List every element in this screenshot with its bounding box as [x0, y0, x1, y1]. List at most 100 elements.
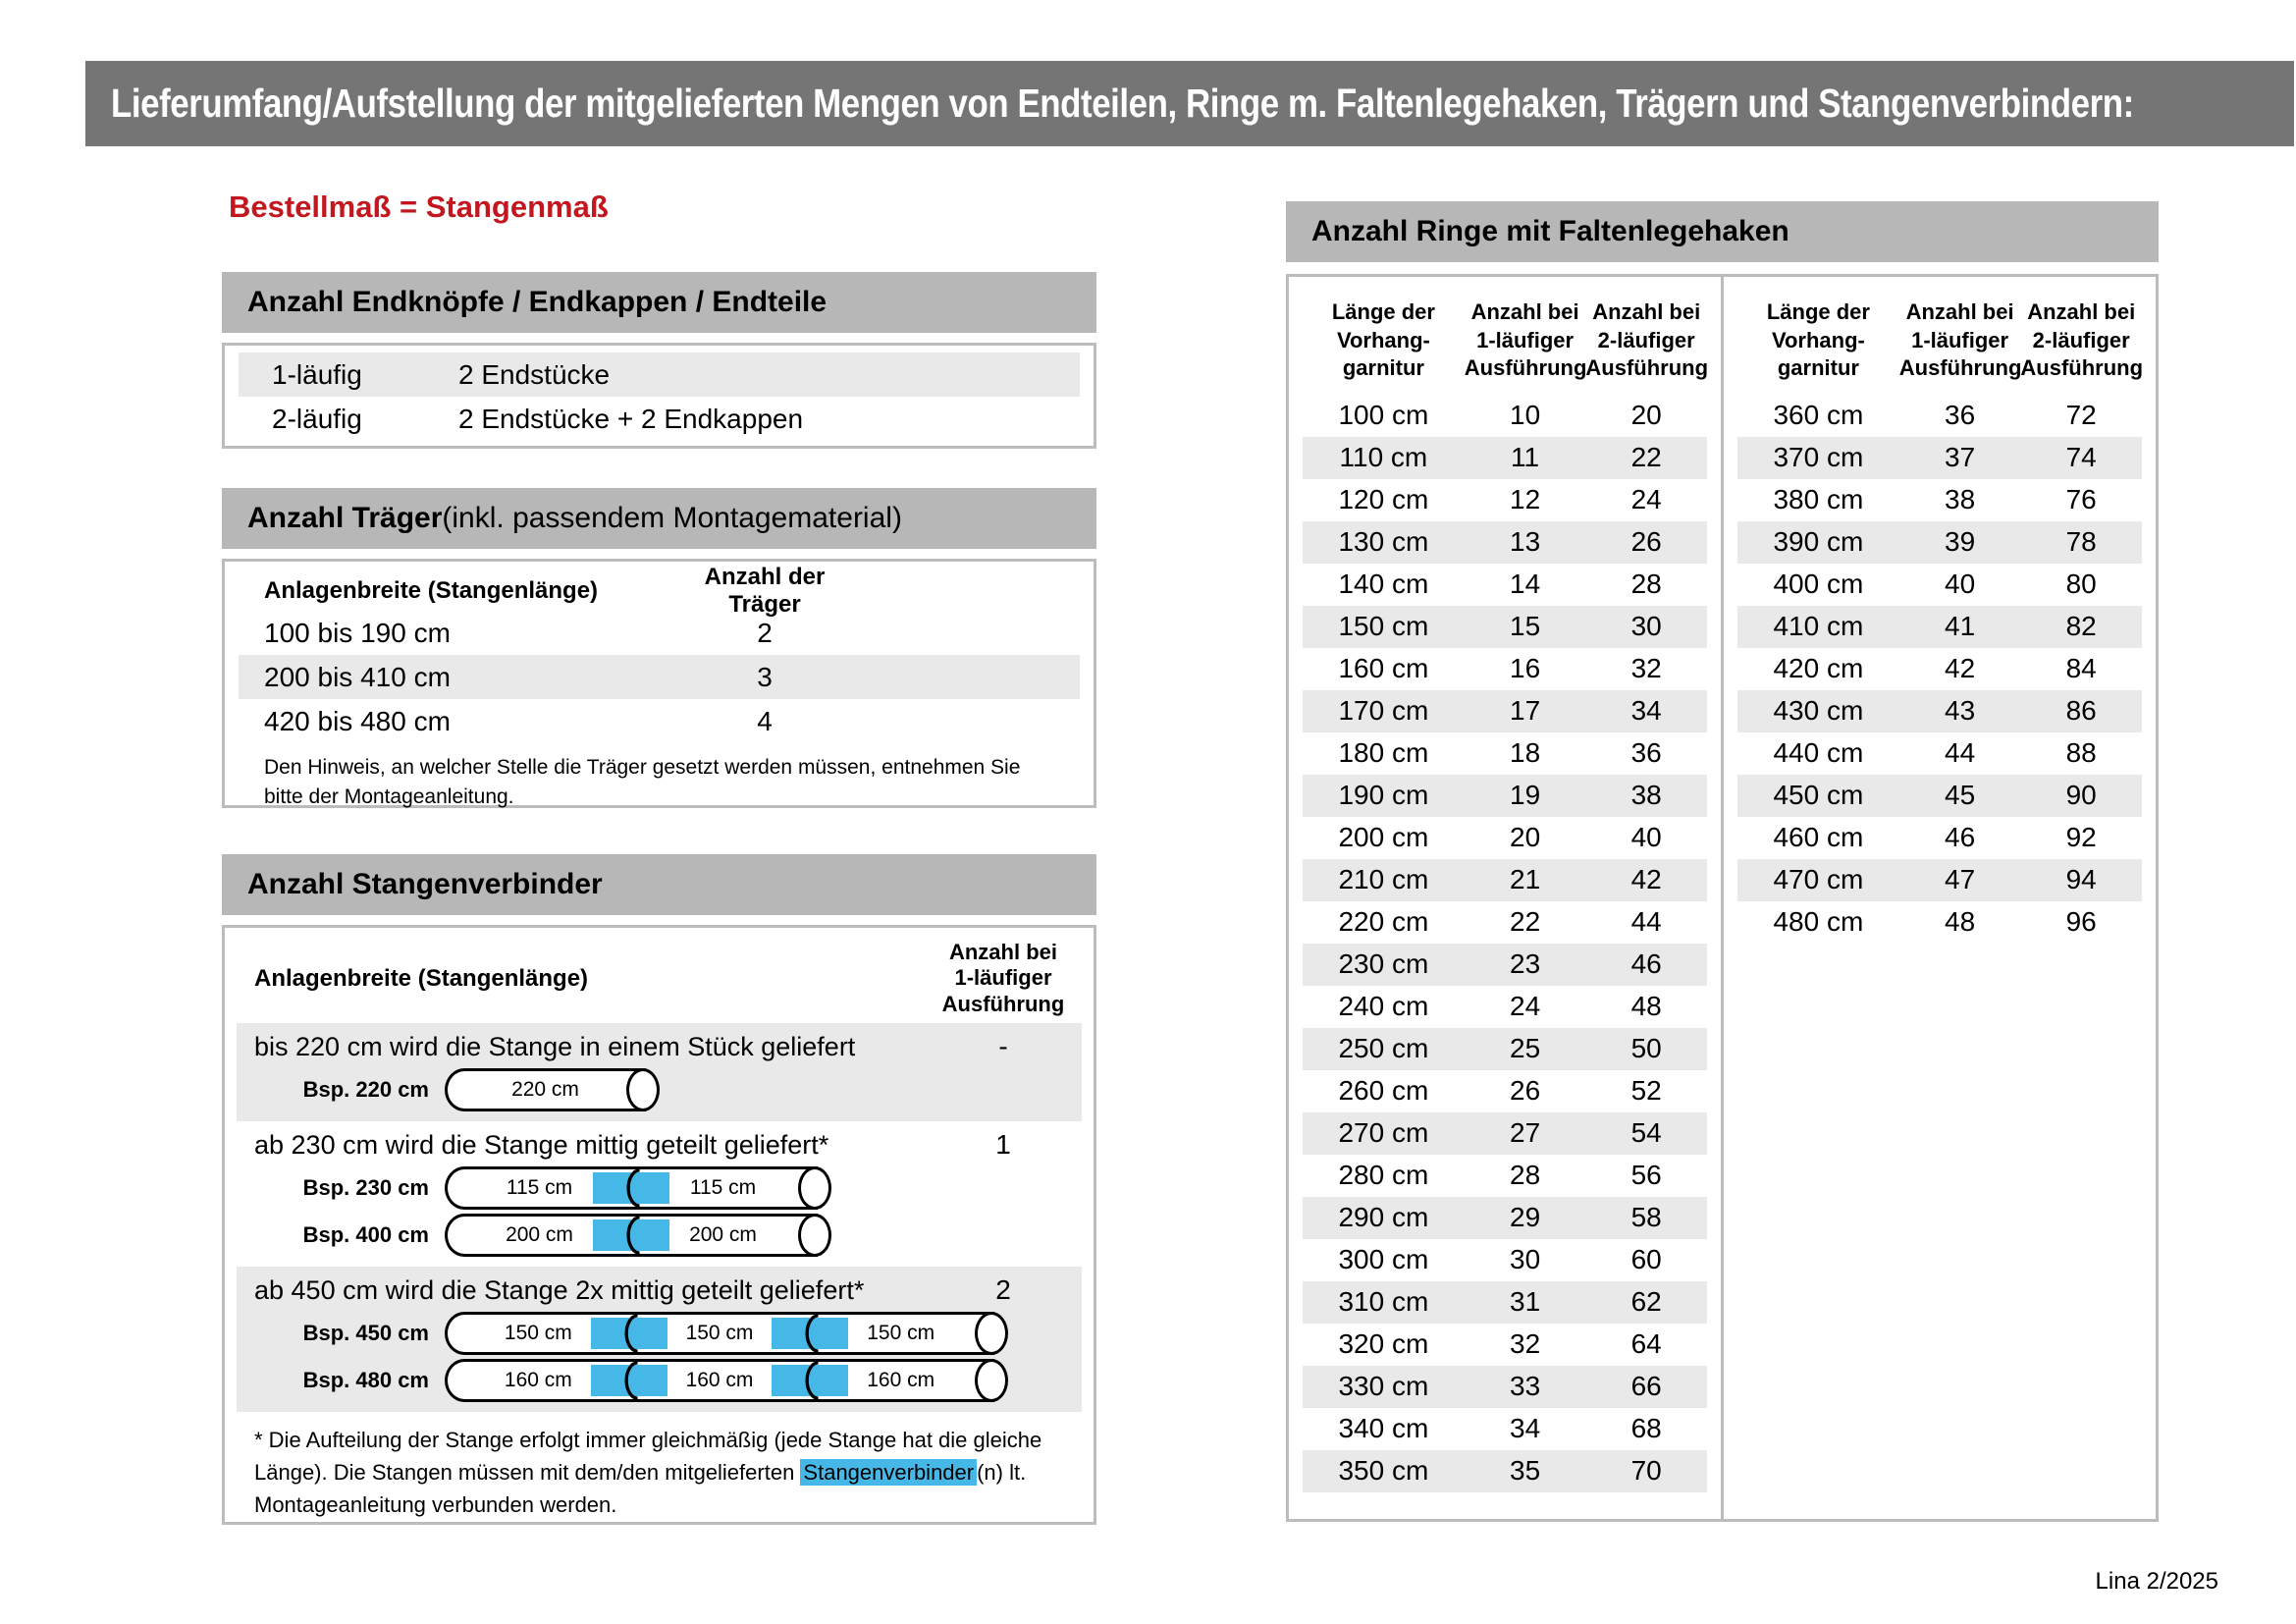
count-2run: 60 [1630, 1244, 1662, 1275]
count-1run: 10 [1510, 400, 1541, 431]
count-2run: 36 [1630, 737, 1662, 769]
column-header-width: Anlagenbreite (Stangenlänge) [264, 577, 599, 604]
count-2run: 86 [2065, 695, 2097, 727]
length-value: 410 cm [1773, 611, 1864, 642]
count-1run: 36 [1945, 400, 1976, 431]
count-1run: 26 [1510, 1075, 1541, 1107]
rod-example-label: Bsp. 450 cm [302, 1321, 429, 1346]
rod-connector [590, 1312, 667, 1355]
count-1run: 38 [1945, 484, 1976, 515]
verbinder-table-header: Anlagenbreite (Stangenlänge) Anzahl bei … [237, 940, 1082, 1017]
count-1run: 42 [1945, 653, 1976, 684]
length-value: 340 cm [1338, 1413, 1429, 1444]
length-value: 470 cm [1773, 864, 1864, 895]
endpieces-rows: 1-läufig 2 Endstücke 2-läufig 2 Endstück… [239, 352, 1080, 441]
count-1run: 41 [1945, 611, 1976, 642]
length-value: 170 cm [1338, 695, 1429, 727]
length-value: 320 cm [1338, 1328, 1429, 1360]
table-row: 290 cm 29 58 [1303, 1196, 1707, 1239]
table-row: 160 cm 16 32 [1303, 648, 1707, 690]
count-1run: 20 [1510, 822, 1541, 853]
document-footer: Lina 2/2025 [2095, 1568, 2218, 1595]
count-2run: 88 [2065, 737, 2097, 769]
count-1run: 21 [1510, 864, 1541, 895]
count-1run: 37 [1945, 442, 1976, 473]
count-2run: 34 [1630, 695, 1662, 727]
table-row: 100 cm 10 20 [1303, 395, 1707, 437]
traeger-table: Anlagenbreite (Stangenlänge) Anzahl der … [222, 559, 1096, 808]
rod-endcap [798, 1214, 831, 1258]
length-value: 480 cm [1773, 906, 1864, 938]
count-2run: 22 [1630, 442, 1662, 473]
count-2run: 24 [1630, 484, 1662, 515]
table-row: 240 cm 24 48 [1303, 986, 1707, 1028]
count-1run: 30 [1510, 1244, 1541, 1275]
count-2run: 78 [2065, 526, 2097, 558]
connector-arc [624, 1314, 638, 1353]
count-1run: 43 [1945, 695, 1976, 727]
rod-segment-label: 160 cm [685, 1369, 754, 1392]
verbinder-group-230: ab 230 cm wird die Stange mittig geteilt… [237, 1121, 1082, 1267]
order-measure-note: Bestellmaß = Stangenmaß [229, 189, 609, 224]
group-rule-text: bis 220 cm wird die Stange in einem Stüc… [254, 1032, 856, 1062]
connector-arc [805, 1361, 820, 1400]
table-row: 480 cm 48 96 [1737, 901, 2142, 944]
length-value: 200 cm [1338, 822, 1429, 853]
rod-example-label: Bsp. 480 cm [302, 1368, 429, 1393]
count-1run: 47 [1945, 864, 1976, 895]
rod-diagram: 220 cm [445, 1068, 660, 1112]
count-1run: 27 [1510, 1117, 1541, 1149]
table-row: 260 cm 26 52 [1303, 1070, 1707, 1112]
count-2run: 48 [1630, 991, 1662, 1022]
rings-rows-right: 360 cm 36 72 370 cm 37 74 380 cm [1737, 395, 2142, 944]
column-header-length: Länge der Vorhang- garnitur [1331, 299, 1435, 381]
count-1run: 34 [1510, 1413, 1541, 1444]
count-2run: 44 [1630, 906, 1662, 938]
count-2run: 28 [1630, 568, 1662, 600]
connector-arc [805, 1314, 820, 1353]
length-value: 450 cm [1773, 780, 1864, 811]
count-2run: 72 [2065, 400, 2097, 431]
traeger-rows: 100 bis 190 cm 2 200 bis 410 cm 3 420 bi… [239, 611, 1080, 743]
verbinder-group-220: bis 220 cm wird die Stange in einem Stüc… [237, 1023, 1082, 1122]
length-value: 380 cm [1773, 484, 1864, 515]
rod-example-label: Bsp. 400 cm [302, 1222, 429, 1248]
run-type-label: 2-läufig [272, 403, 362, 434]
length-value: 160 cm [1338, 653, 1429, 684]
table-row: 110 cm 11 22 [1303, 436, 1707, 479]
count-2run: 38 [1630, 780, 1662, 811]
connector-arc [626, 1216, 640, 1255]
count-1run: 46 [1945, 822, 1976, 853]
footnote-text: * Die Aufteilung der Stange erfolgt imme… [254, 1428, 1042, 1486]
count-2run: 66 [1630, 1371, 1662, 1402]
table-row: 340 cm 34 68 [1303, 1408, 1707, 1450]
count-2run: 58 [1630, 1202, 1662, 1233]
rod-segment-label: 115 cm [506, 1176, 573, 1200]
width-range: 100 bis 190 cm [264, 617, 451, 648]
length-value: 270 cm [1338, 1117, 1429, 1149]
count-2run: 94 [2065, 864, 2097, 895]
column-header-count: Anzahl der Träger [704, 564, 826, 618]
column-header-length: Länge der Vorhang- garnitur [1766, 299, 1870, 381]
count-1run: 24 [1510, 991, 1541, 1022]
column-header-width: Anlagenbreite (Stangenlänge) [254, 964, 589, 992]
table-row: 250 cm 25 50 [1303, 1027, 1707, 1070]
count-1run: 12 [1510, 484, 1541, 515]
rod-segment-label: 200 cm [506, 1223, 573, 1247]
length-value: 260 cm [1338, 1075, 1429, 1107]
rod-endcap [975, 1312, 1008, 1356]
length-value: 140 cm [1338, 568, 1429, 600]
length-value: 290 cm [1338, 1202, 1429, 1233]
rod-connector [593, 1214, 669, 1257]
group-head: bis 220 cm wird die Stange in einem Stüc… [237, 1029, 1082, 1064]
rod-connector [772, 1312, 849, 1355]
length-value: 360 cm [1773, 400, 1864, 431]
count-2run: 74 [2065, 442, 2097, 473]
table-row: 280 cm 28 56 [1303, 1155, 1707, 1197]
rod-segment-label: 160 cm [504, 1369, 572, 1392]
count-2run: 62 [1630, 1286, 1662, 1318]
count-1run: 18 [1510, 737, 1541, 769]
rod-segment-label: 150 cm [685, 1322, 754, 1345]
section-header-rings: Anzahl Ringe mit Faltenlegehaken [1286, 201, 2159, 262]
count-2run: 56 [1630, 1160, 1662, 1191]
